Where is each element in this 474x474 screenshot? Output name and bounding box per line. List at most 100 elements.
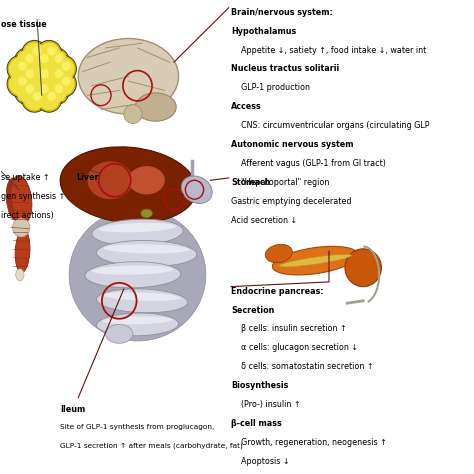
Circle shape — [14, 48, 40, 74]
Ellipse shape — [99, 223, 176, 232]
Text: se uptake ↑: se uptake ↑ — [0, 173, 49, 182]
Ellipse shape — [15, 230, 30, 273]
Circle shape — [46, 80, 67, 103]
Circle shape — [7, 55, 33, 82]
Text: Ileum: Ileum — [60, 405, 85, 414]
Circle shape — [38, 42, 60, 65]
Circle shape — [33, 46, 41, 55]
Circle shape — [44, 78, 69, 105]
Text: β cells: insulin secretion ↑: β cells: insulin secretion ↑ — [231, 324, 346, 333]
Circle shape — [25, 84, 34, 93]
Circle shape — [9, 57, 31, 80]
Circle shape — [24, 88, 46, 110]
Ellipse shape — [279, 255, 351, 267]
Text: CNS: circumventricular organs (circulating GLP: CNS: circumventricular organs (circulati… — [231, 121, 429, 130]
Text: Acid secretion ↓: Acid secretion ↓ — [231, 216, 297, 225]
Ellipse shape — [85, 262, 181, 288]
Circle shape — [55, 84, 64, 93]
Text: Appetite ↓, satiety ↑, food intake ↓, water int: Appetite ↓, satiety ↑, food intake ↓, wa… — [231, 46, 426, 55]
Circle shape — [22, 86, 47, 112]
Ellipse shape — [103, 292, 181, 301]
Ellipse shape — [124, 105, 142, 124]
Circle shape — [29, 48, 55, 74]
Circle shape — [29, 63, 55, 90]
Text: Endocrine pancreas:: Endocrine pancreas: — [231, 287, 324, 296]
Text: ose tissue: ose tissue — [0, 19, 46, 28]
Circle shape — [55, 54, 64, 63]
Circle shape — [44, 63, 69, 90]
Circle shape — [44, 48, 69, 74]
Circle shape — [51, 55, 76, 82]
Text: α cells: glucagon secretion ↓: α cells: glucagon secretion ↓ — [231, 343, 358, 352]
Circle shape — [25, 69, 34, 78]
Text: Gastric emptying decelerated: Gastric emptying decelerated — [231, 197, 351, 206]
Circle shape — [38, 88, 60, 110]
Circle shape — [14, 78, 40, 105]
Circle shape — [7, 71, 33, 97]
Ellipse shape — [96, 240, 197, 266]
Circle shape — [16, 80, 38, 103]
Ellipse shape — [12, 218, 30, 237]
Ellipse shape — [104, 244, 189, 254]
Ellipse shape — [141, 209, 152, 218]
Circle shape — [36, 40, 62, 67]
Text: Site of GLP-1 synthesis from proglucagon,: Site of GLP-1 synthesis from proglucagon… — [60, 424, 214, 430]
Ellipse shape — [10, 176, 32, 223]
Text: Brain/nervous system:: Brain/nervous system: — [231, 8, 333, 17]
Circle shape — [51, 71, 76, 97]
Text: Stomach: Stomach — [231, 178, 270, 187]
Circle shape — [46, 65, 67, 88]
Circle shape — [25, 54, 34, 63]
Ellipse shape — [78, 38, 179, 114]
Text: δ cells: somatostatin secretion ↑: δ cells: somatostatin secretion ↑ — [231, 362, 374, 371]
Circle shape — [22, 40, 47, 67]
Ellipse shape — [96, 313, 179, 336]
Circle shape — [29, 78, 55, 105]
Ellipse shape — [128, 166, 165, 194]
Circle shape — [33, 92, 41, 101]
Ellipse shape — [92, 219, 183, 246]
Ellipse shape — [182, 176, 212, 203]
Circle shape — [53, 57, 74, 80]
Text: Nucleus tractus solitarii: Nucleus tractus solitarii — [231, 64, 339, 73]
Ellipse shape — [87, 161, 133, 199]
Circle shape — [18, 77, 27, 86]
Ellipse shape — [135, 93, 176, 121]
Ellipse shape — [92, 265, 173, 275]
Ellipse shape — [97, 289, 188, 313]
Ellipse shape — [6, 178, 23, 220]
Text: Growth, regeneration, neogenesis ↑: Growth, regeneration, neogenesis ↑ — [231, 438, 387, 447]
Text: Apoptosis ↓: Apoptosis ↓ — [231, 457, 290, 466]
Circle shape — [62, 62, 71, 71]
Circle shape — [47, 92, 56, 101]
Circle shape — [18, 62, 27, 71]
Text: GLP-1 production: GLP-1 production — [231, 83, 310, 92]
Circle shape — [47, 46, 56, 55]
Circle shape — [40, 69, 49, 78]
Text: gen synthesis ↑: gen synthesis ↑ — [0, 192, 65, 201]
Text: GLP-1 secretion ↑ after meals (carbohydrate, fat): GLP-1 secretion ↑ after meals (carbohydr… — [60, 443, 243, 449]
Text: irect actions): irect actions) — [0, 211, 54, 220]
Circle shape — [9, 73, 31, 95]
Circle shape — [24, 42, 46, 65]
Circle shape — [345, 249, 382, 287]
Text: Secretion: Secretion — [231, 306, 274, 315]
Text: Hypothalamus: Hypothalamus — [231, 27, 296, 36]
Circle shape — [14, 63, 40, 90]
Circle shape — [40, 54, 49, 63]
Circle shape — [55, 69, 64, 78]
Circle shape — [31, 50, 53, 73]
Circle shape — [40, 84, 49, 93]
Circle shape — [46, 50, 67, 73]
Ellipse shape — [60, 147, 197, 223]
Circle shape — [16, 65, 38, 88]
Text: Biosynthesis: Biosynthesis — [231, 381, 288, 390]
Circle shape — [53, 73, 74, 95]
Text: Liver: Liver — [76, 173, 99, 182]
Ellipse shape — [265, 245, 292, 263]
Circle shape — [31, 80, 53, 103]
Ellipse shape — [273, 246, 358, 275]
Text: (Pro-) insulin ↑: (Pro-) insulin ↑ — [231, 400, 301, 409]
Text: Autonomic nervous system: Autonomic nervous system — [231, 140, 354, 149]
Circle shape — [36, 86, 62, 112]
